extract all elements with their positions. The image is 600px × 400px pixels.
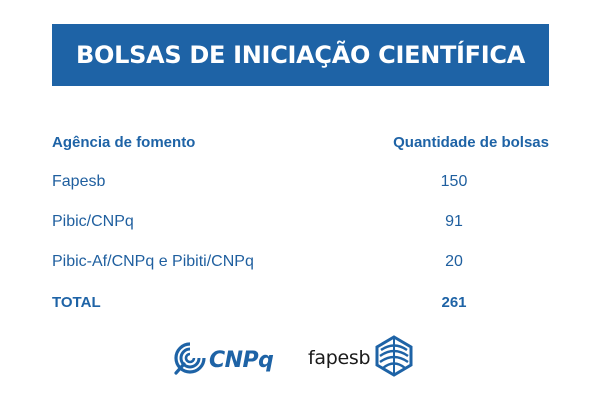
logos-bar: CNPq fapesb [0, 332, 600, 384]
table-row: Pibic-Af/CNPq e Pibiti/CNPq 20 [52, 242, 549, 282]
fapesb-logo: fapesb [308, 334, 430, 382]
quantity-cell: 91 [445, 213, 463, 230]
quantity-cell: 150 [440, 173, 468, 190]
table-row: Fapesb 150 [52, 162, 549, 202]
agency-cell: Fapesb [52, 173, 106, 190]
cnpq-logo: CNPq [172, 340, 284, 380]
total-label: TOTAL [52, 293, 101, 311]
fapesb-dome-icon [370, 334, 416, 383]
table-row: Pibic/CNPq 91 [52, 202, 549, 242]
quantity-cell: 20 [445, 253, 463, 270]
title-banner: BOLSAS DE INICIAÇÃO CIENTÍFICA [52, 24, 549, 86]
cnpq-spiral-icon [172, 340, 208, 381]
cnpq-logo-text: CNPq [209, 347, 274, 373]
page-title: BOLSAS DE INICIAÇÃO CIENTÍFICA [75, 41, 525, 69]
agency-cell: Pibic-Af/CNPq e Pibiti/CNPq [52, 253, 254, 270]
fapesb-logo-text: fapesb [308, 347, 371, 369]
total-quantity: 261 [441, 293, 467, 311]
total-row: TOTAL 261 [52, 282, 549, 322]
header-quantity: Quantidade de bolsas [393, 133, 549, 151]
header-agency: Agência de fomento [52, 133, 196, 151]
agency-cell: Pibic/CNPq [52, 213, 134, 230]
scholarship-table: Agência de fomento Quantidade de bolsas … [52, 122, 549, 322]
table-header-row: Agência de fomento Quantidade de bolsas [52, 122, 549, 162]
